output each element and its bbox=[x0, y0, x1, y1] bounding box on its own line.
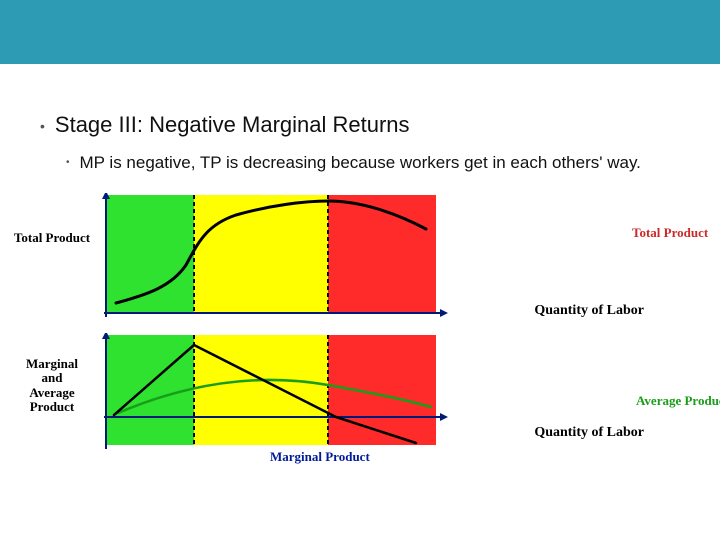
bullet-main-text: Stage III: Negative Marginal Returns bbox=[55, 112, 410, 138]
mpap-x-axis-label: Quantity of Labor bbox=[534, 425, 644, 441]
tp-y-axis-label: Total Product bbox=[12, 231, 92, 245]
ap-curve-label: Average Product bbox=[636, 393, 720, 409]
bullet-main: • Stage III: Negative Marginal Returns bbox=[40, 112, 680, 140]
title-banner bbox=[0, 0, 720, 64]
slide-content: • Stage III: Negative Marginal Returns •… bbox=[0, 64, 720, 443]
mp-curve-label: Marginal Product bbox=[270, 449, 370, 465]
bullet-sub-dot-icon: • bbox=[66, 152, 70, 174]
bullet-sub: • MP is negative, TP is decreasing becau… bbox=[66, 152, 680, 175]
tp-chart-svg bbox=[100, 193, 450, 323]
tp-x-axis-label: Quantity of Labor bbox=[534, 303, 644, 319]
bullet-dot-icon: • bbox=[40, 112, 45, 140]
tp-curve-label: Total Product bbox=[632, 225, 708, 241]
chart-total-product: Total Product Total Product Quantity of … bbox=[100, 193, 620, 311]
bullet-sub-text: MP is negative, TP is decreasing because… bbox=[80, 152, 641, 175]
chart-mp-ap: Marginal and Average Product Average Pro… bbox=[100, 333, 620, 443]
charts-container: Total Product Total Product Quantity of … bbox=[100, 193, 620, 443]
mpap-y-axis-label: Marginal and Average Product bbox=[12, 357, 92, 414]
mpap-chart-svg bbox=[100, 333, 450, 457]
